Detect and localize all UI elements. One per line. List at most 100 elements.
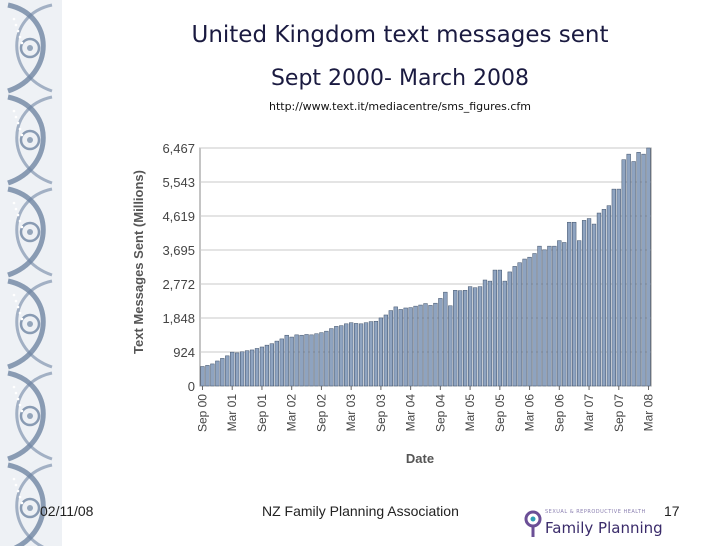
data-bar <box>557 240 562 387</box>
data-bar <box>353 323 359 387</box>
data-bar <box>621 159 626 387</box>
data-bar <box>344 323 349 387</box>
data-bar <box>547 245 552 387</box>
data-bar <box>606 205 612 387</box>
data-bar <box>339 325 344 387</box>
data-bar <box>205 365 210 387</box>
data-bar <box>373 320 379 387</box>
data-bar <box>289 336 294 387</box>
data-bar <box>363 322 369 387</box>
logo-text: Family Planning <box>545 519 663 537</box>
data-bar <box>319 332 324 387</box>
data-bar <box>324 330 329 387</box>
data-bar <box>249 349 255 387</box>
data-bar <box>314 333 319 387</box>
slide-title: United Kingdom text messages sent <box>191 22 609 48</box>
data-bar <box>403 307 408 387</box>
data-bar <box>631 161 636 387</box>
data-bar <box>269 343 274 387</box>
x-tick-label: Sep 05 <box>493 394 507 432</box>
data-bar <box>210 363 215 387</box>
data-bar <box>393 306 398 387</box>
data-bar <box>254 348 260 387</box>
data-bar <box>586 218 592 387</box>
data-bar <box>463 290 468 387</box>
data-bar <box>423 303 428 387</box>
data-bar <box>458 290 463 387</box>
data-bar <box>259 346 265 387</box>
data-bar <box>641 153 646 387</box>
slide-subtitle: Sept 2000- March 2008 <box>270 66 530 91</box>
x-tick-label: Sep 03 <box>374 394 388 432</box>
data-bar <box>388 310 393 387</box>
data-bar <box>472 287 478 387</box>
footer-date: 02/11/08 <box>40 503 94 519</box>
x-tick-label: Sep 07 <box>612 394 626 432</box>
data-bar <box>527 256 532 387</box>
data-bar <box>502 280 507 387</box>
data-bar <box>482 279 488 387</box>
x-tick-label: Mar 07 <box>582 394 596 432</box>
data-bar <box>577 240 582 387</box>
x-tick-label: Sep 04 <box>433 394 447 432</box>
decorative-koru-border <box>0 0 62 546</box>
data-bar <box>383 314 388 387</box>
data-bar <box>438 298 443 387</box>
x-tick-label: Mar 08 <box>642 394 656 432</box>
data-bar <box>220 358 225 387</box>
x-tick-label: Mar 05 <box>463 394 477 432</box>
data-bar <box>304 334 309 387</box>
data-bar <box>562 242 567 387</box>
data-bar <box>418 304 423 387</box>
y-tick-label: 5,543 <box>162 175 195 190</box>
data-bar <box>215 360 220 387</box>
data-bar <box>413 305 418 387</box>
y-tick-label: 1,848 <box>162 311 195 326</box>
data-bar <box>581 220 587 387</box>
data-bar <box>368 321 374 387</box>
data-bar <box>378 317 384 387</box>
data-bar <box>522 258 527 387</box>
data-bar <box>601 209 607 387</box>
x-tick-label: Mar 02 <box>285 394 299 432</box>
logo-mark-icon <box>524 510 542 537</box>
data-bar <box>349 322 354 387</box>
data-bar <box>443 291 448 387</box>
x-axis-label: Date <box>406 451 434 466</box>
x-tick-label: Mar 03 <box>344 394 358 432</box>
data-bar <box>279 338 284 387</box>
data-bar <box>611 188 616 387</box>
data-bar <box>497 269 502 387</box>
data-bar <box>398 309 403 387</box>
data-bar <box>477 286 483 387</box>
data-bar <box>467 286 473 387</box>
data-bar <box>453 290 458 387</box>
x-tick-label: Mar 04 <box>404 394 418 432</box>
y-tick-label: 4,619 <box>162 209 195 224</box>
data-bar <box>542 249 547 387</box>
source-url[interactable]: http://www.text.it/mediacentre/sms_figur… <box>268 100 532 113</box>
data-bar <box>537 245 542 387</box>
data-bar <box>572 221 577 387</box>
y-tick-label: 6,467 <box>162 141 195 156</box>
data-bar <box>552 245 557 387</box>
logo-tagline: SEXUAL & REPRODUCTIVE HEALTH <box>545 509 646 515</box>
data-bar <box>239 351 245 387</box>
x-tick-label: Sep 02 <box>314 394 328 432</box>
data-bar <box>358 323 364 387</box>
x-tick-label: Sep 06 <box>552 394 566 432</box>
data-bar <box>626 153 631 387</box>
data-bar <box>512 266 517 387</box>
data-bar <box>408 307 413 387</box>
x-tick-label: Mar 06 <box>523 394 537 432</box>
data-bar <box>487 280 493 387</box>
data-bar <box>616 188 621 387</box>
data-bar <box>646 147 651 387</box>
data-bar <box>448 305 453 387</box>
data-bar <box>567 221 572 387</box>
data-bar <box>274 340 279 387</box>
data-bar <box>235 352 240 387</box>
data-bar <box>492 269 498 387</box>
data-bar <box>309 334 314 387</box>
data-bar <box>200 366 205 387</box>
